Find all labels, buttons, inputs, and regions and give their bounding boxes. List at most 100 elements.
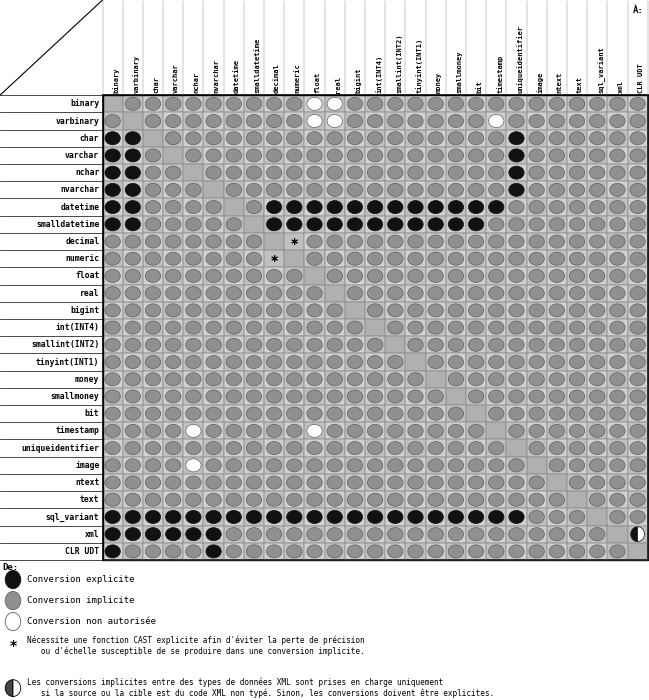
Ellipse shape bbox=[287, 183, 302, 197]
Ellipse shape bbox=[569, 458, 585, 472]
Ellipse shape bbox=[589, 149, 605, 162]
Bar bbox=[546, 526, 567, 543]
Bar bbox=[244, 113, 264, 130]
Ellipse shape bbox=[589, 252, 605, 265]
Bar bbox=[264, 319, 284, 336]
Bar bbox=[567, 113, 587, 130]
Ellipse shape bbox=[226, 321, 241, 334]
Ellipse shape bbox=[428, 321, 443, 334]
Bar bbox=[486, 491, 506, 508]
Ellipse shape bbox=[165, 528, 181, 540]
Bar bbox=[103, 285, 123, 302]
Ellipse shape bbox=[569, 442, 585, 454]
Ellipse shape bbox=[549, 407, 565, 420]
Bar bbox=[386, 336, 406, 354]
Bar bbox=[143, 285, 163, 302]
Ellipse shape bbox=[367, 372, 383, 386]
Ellipse shape bbox=[347, 424, 363, 438]
Ellipse shape bbox=[367, 286, 383, 300]
Text: timestamp: timestamp bbox=[496, 55, 503, 93]
Bar bbox=[123, 181, 143, 199]
Ellipse shape bbox=[267, 494, 282, 506]
Ellipse shape bbox=[287, 528, 302, 540]
Bar bbox=[183, 440, 204, 456]
Ellipse shape bbox=[428, 286, 443, 300]
Ellipse shape bbox=[630, 235, 645, 248]
Bar bbox=[386, 456, 406, 474]
Ellipse shape bbox=[206, 458, 221, 472]
Bar bbox=[345, 440, 365, 456]
Ellipse shape bbox=[287, 270, 302, 283]
Ellipse shape bbox=[589, 286, 605, 300]
Ellipse shape bbox=[186, 510, 201, 524]
Bar bbox=[466, 113, 486, 130]
Bar bbox=[224, 370, 244, 388]
Ellipse shape bbox=[267, 476, 282, 489]
Bar bbox=[628, 370, 648, 388]
Bar bbox=[345, 250, 365, 267]
Bar bbox=[183, 285, 204, 302]
Bar bbox=[426, 370, 446, 388]
Text: bit: bit bbox=[476, 80, 482, 93]
Bar bbox=[224, 233, 244, 250]
Bar bbox=[506, 456, 526, 474]
Bar bbox=[607, 233, 628, 250]
Bar bbox=[304, 181, 324, 199]
Bar bbox=[264, 233, 284, 250]
Ellipse shape bbox=[509, 510, 524, 524]
Bar bbox=[345, 354, 365, 370]
Bar bbox=[324, 508, 345, 526]
Ellipse shape bbox=[529, 390, 545, 403]
Ellipse shape bbox=[387, 442, 403, 454]
Bar bbox=[143, 422, 163, 440]
Bar bbox=[567, 474, 587, 491]
Bar bbox=[587, 302, 607, 319]
Bar bbox=[143, 95, 163, 113]
Ellipse shape bbox=[529, 304, 545, 317]
Ellipse shape bbox=[206, 218, 221, 231]
Ellipse shape bbox=[307, 252, 322, 265]
Bar bbox=[224, 405, 244, 422]
Ellipse shape bbox=[428, 235, 443, 248]
Ellipse shape bbox=[347, 321, 363, 334]
Bar bbox=[506, 422, 526, 440]
Ellipse shape bbox=[408, 424, 423, 438]
Bar bbox=[406, 216, 426, 233]
Text: ntext: ntext bbox=[75, 478, 99, 487]
Bar bbox=[506, 267, 526, 285]
Bar bbox=[284, 336, 304, 354]
Ellipse shape bbox=[469, 252, 484, 265]
Bar bbox=[486, 405, 506, 422]
Ellipse shape bbox=[125, 321, 140, 334]
Ellipse shape bbox=[206, 304, 221, 317]
Ellipse shape bbox=[327, 235, 343, 248]
Ellipse shape bbox=[630, 252, 645, 265]
Ellipse shape bbox=[569, 510, 585, 524]
Ellipse shape bbox=[630, 424, 645, 438]
Ellipse shape bbox=[327, 442, 343, 454]
Bar bbox=[123, 164, 143, 181]
Ellipse shape bbox=[569, 235, 585, 248]
Ellipse shape bbox=[549, 494, 565, 506]
Bar bbox=[345, 474, 365, 491]
Bar bbox=[103, 130, 123, 147]
Bar bbox=[486, 456, 506, 474]
Ellipse shape bbox=[610, 304, 625, 317]
Bar bbox=[224, 336, 244, 354]
Ellipse shape bbox=[247, 115, 262, 127]
Ellipse shape bbox=[408, 270, 423, 283]
Ellipse shape bbox=[105, 286, 120, 300]
Bar bbox=[486, 181, 506, 199]
Ellipse shape bbox=[529, 321, 545, 334]
Ellipse shape bbox=[610, 270, 625, 283]
Ellipse shape bbox=[267, 356, 282, 369]
Ellipse shape bbox=[206, 407, 221, 420]
Ellipse shape bbox=[186, 458, 201, 472]
Text: numeric: numeric bbox=[65, 254, 99, 263]
Ellipse shape bbox=[145, 166, 161, 179]
Bar bbox=[284, 233, 304, 250]
Ellipse shape bbox=[307, 390, 322, 403]
Ellipse shape bbox=[186, 201, 201, 214]
Ellipse shape bbox=[408, 372, 423, 386]
Bar bbox=[284, 250, 304, 267]
